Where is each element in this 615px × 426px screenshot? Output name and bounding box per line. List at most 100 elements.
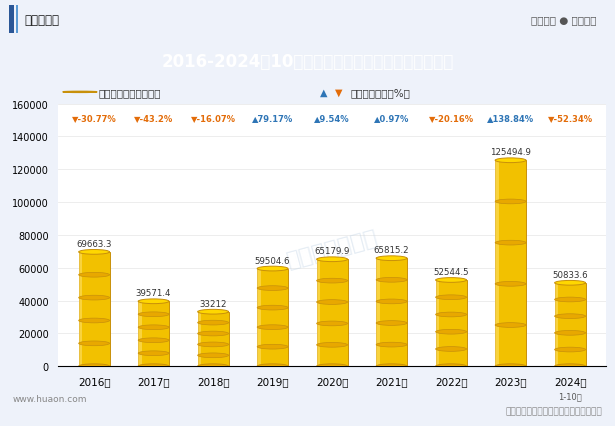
Ellipse shape: [495, 282, 526, 287]
Text: ▼-16.07%: ▼-16.07%: [191, 114, 236, 123]
Ellipse shape: [435, 278, 467, 283]
Ellipse shape: [376, 364, 407, 369]
Ellipse shape: [138, 299, 169, 304]
Ellipse shape: [555, 331, 585, 335]
Ellipse shape: [257, 305, 288, 310]
Ellipse shape: [495, 200, 526, 204]
Text: 65179.9: 65179.9: [314, 247, 350, 256]
Text: 数据来源：证监局；华经产业研究院整理: 数据来源：证监局；华经产业研究院整理: [506, 406, 603, 416]
Text: ▲: ▲: [320, 87, 327, 97]
Text: 65815.2: 65815.2: [374, 246, 410, 255]
Bar: [435, 280, 467, 366]
Ellipse shape: [79, 364, 109, 369]
Ellipse shape: [317, 300, 347, 305]
Text: 1-10月: 1-10月: [558, 391, 582, 400]
Text: www.huaon.com: www.huaon.com: [12, 394, 87, 403]
Ellipse shape: [555, 281, 585, 285]
Bar: [317, 259, 320, 366]
Ellipse shape: [495, 323, 526, 328]
Ellipse shape: [79, 296, 109, 300]
Ellipse shape: [376, 343, 407, 347]
Bar: [376, 259, 407, 366]
Text: ▲9.54%: ▲9.54%: [314, 114, 350, 123]
Ellipse shape: [79, 273, 109, 277]
Bar: [435, 280, 439, 366]
Circle shape: [63, 92, 97, 93]
Bar: [257, 269, 288, 366]
Ellipse shape: [435, 330, 467, 334]
Bar: [495, 161, 526, 366]
Ellipse shape: [257, 345, 288, 349]
Ellipse shape: [257, 267, 288, 271]
Text: ▼-52.34%: ▼-52.34%: [547, 114, 593, 123]
Text: 累计同比增长（%）: 累计同比增长（%）: [351, 88, 410, 98]
Ellipse shape: [317, 321, 347, 326]
Bar: [197, 312, 201, 366]
Ellipse shape: [495, 241, 526, 245]
Ellipse shape: [197, 353, 229, 358]
Ellipse shape: [435, 347, 467, 351]
Bar: [555, 283, 558, 366]
Ellipse shape: [317, 343, 347, 347]
Ellipse shape: [435, 295, 467, 300]
Ellipse shape: [376, 278, 407, 282]
Bar: [138, 302, 169, 366]
Ellipse shape: [197, 364, 229, 369]
Ellipse shape: [555, 297, 585, 302]
Ellipse shape: [79, 250, 109, 255]
Text: 39571.4: 39571.4: [136, 289, 172, 298]
Ellipse shape: [138, 364, 169, 369]
Ellipse shape: [197, 310, 229, 314]
Ellipse shape: [257, 364, 288, 369]
Ellipse shape: [197, 342, 229, 347]
Ellipse shape: [376, 256, 407, 261]
Ellipse shape: [376, 321, 407, 325]
Ellipse shape: [138, 338, 169, 343]
Ellipse shape: [435, 364, 467, 369]
Ellipse shape: [555, 364, 585, 369]
Text: ▼-20.16%: ▼-20.16%: [429, 114, 474, 123]
Ellipse shape: [138, 351, 169, 356]
Bar: [9, 6, 14, 35]
Text: 50833.6: 50833.6: [552, 270, 588, 279]
Text: ▼: ▼: [335, 87, 343, 97]
Ellipse shape: [138, 312, 169, 317]
Text: 华经产业研究院: 华经产业研究院: [284, 227, 380, 270]
Text: 专业严谨 ● 客观科学: 专业严谨 ● 客观科学: [531, 15, 597, 25]
Text: 69663.3: 69663.3: [76, 239, 112, 248]
Bar: [495, 161, 499, 366]
Ellipse shape: [257, 325, 288, 330]
Ellipse shape: [495, 364, 526, 369]
Ellipse shape: [435, 312, 467, 317]
Ellipse shape: [197, 320, 229, 325]
Text: 125494.9: 125494.9: [490, 148, 531, 157]
Bar: [257, 269, 261, 366]
Bar: [555, 283, 585, 366]
Ellipse shape: [79, 318, 109, 323]
Ellipse shape: [555, 347, 585, 352]
Ellipse shape: [197, 331, 229, 336]
Bar: [16, 6, 18, 35]
Text: ▲79.17%: ▲79.17%: [252, 114, 293, 123]
Ellipse shape: [138, 325, 169, 330]
Bar: [79, 252, 82, 366]
Ellipse shape: [555, 314, 585, 319]
Text: ▲0.97%: ▲0.97%: [374, 114, 409, 123]
Text: 期货成交金额（亿元）: 期货成交金额（亿元）: [98, 88, 161, 98]
Text: 2016-2024年10月郑州商品交易所白糖期货成交金额: 2016-2024年10月郑州商品交易所白糖期货成交金额: [161, 53, 454, 71]
Bar: [376, 259, 380, 366]
Ellipse shape: [257, 286, 288, 291]
Text: 33212: 33212: [199, 299, 227, 308]
Bar: [79, 252, 109, 366]
Ellipse shape: [79, 341, 109, 346]
Text: 华经情报网: 华经情报网: [25, 14, 60, 27]
Bar: [138, 302, 142, 366]
Ellipse shape: [317, 279, 347, 283]
Ellipse shape: [376, 299, 407, 304]
Ellipse shape: [317, 257, 347, 262]
Text: ▼-30.77%: ▼-30.77%: [72, 114, 116, 123]
Bar: [317, 259, 347, 366]
Text: 52544.5: 52544.5: [434, 268, 469, 276]
Ellipse shape: [317, 364, 347, 369]
Bar: [197, 312, 229, 366]
